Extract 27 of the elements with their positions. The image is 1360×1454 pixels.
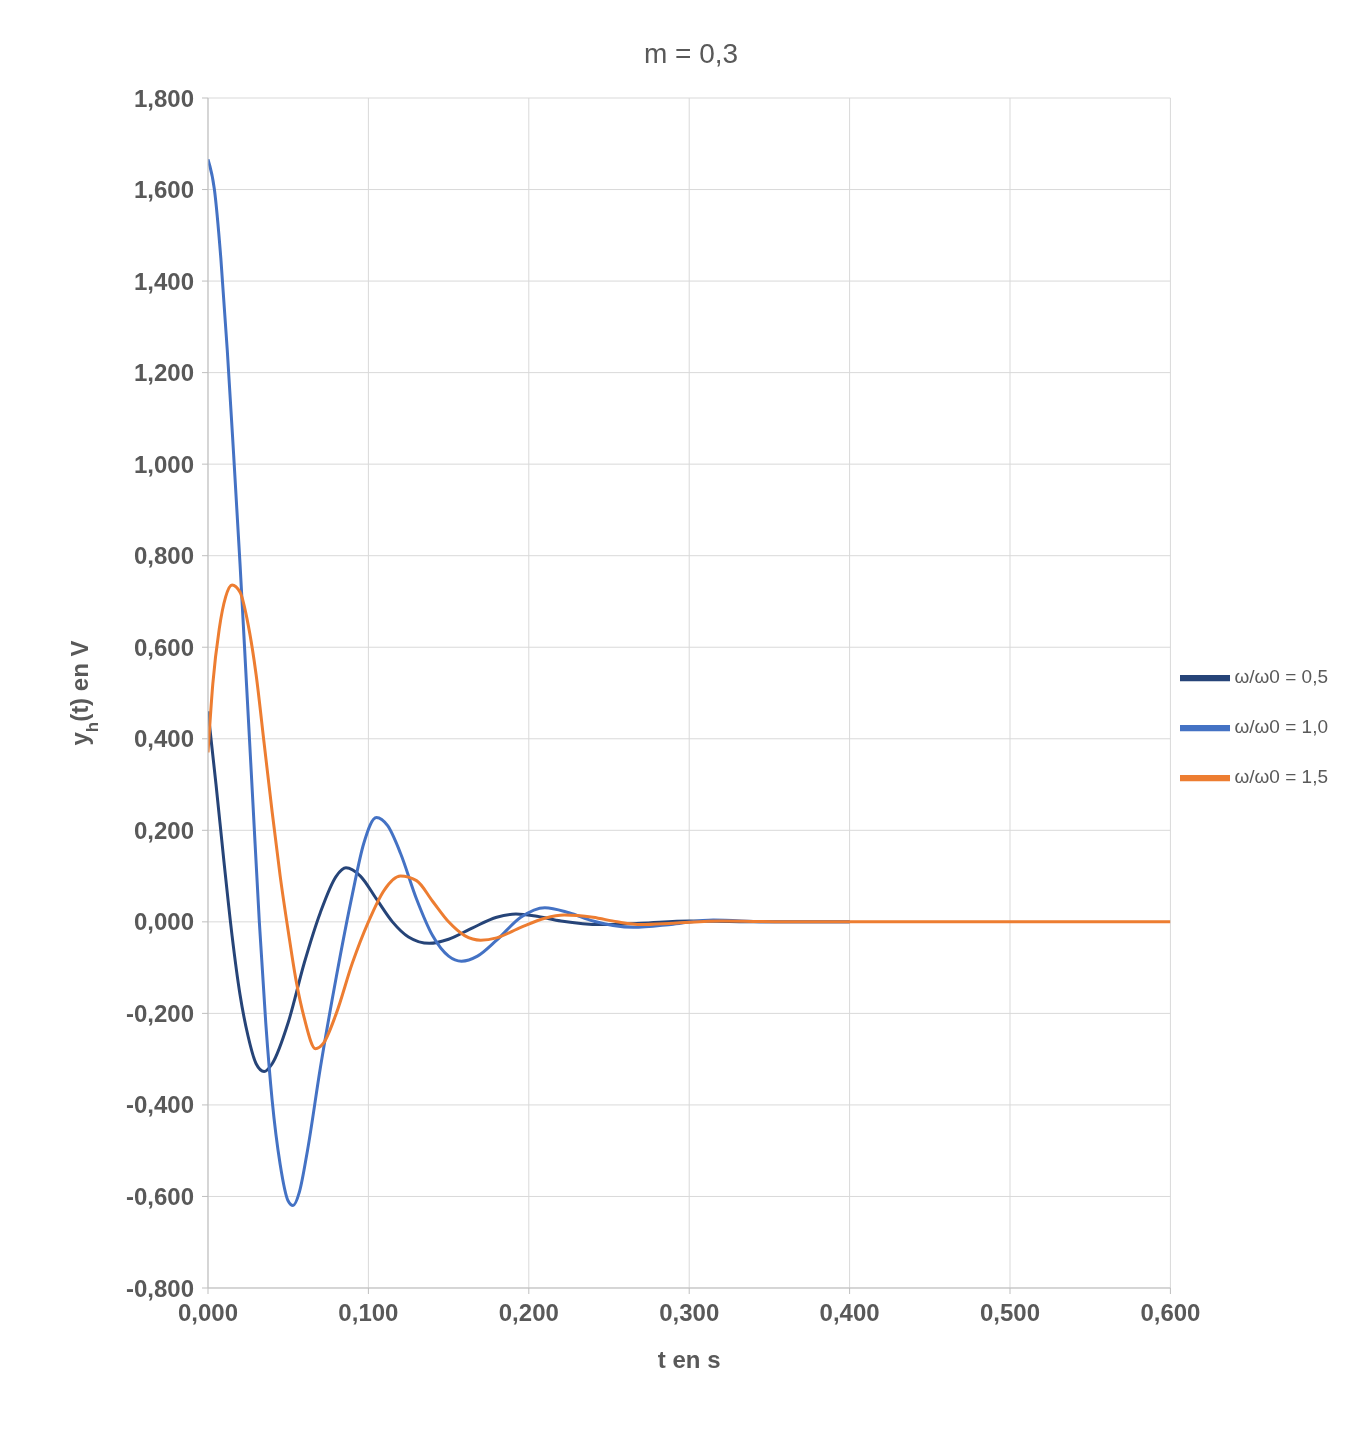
y-tick-label: 1,800: [133, 84, 194, 112]
y-tick-label: 1,400: [133, 267, 194, 295]
y-tick-label: 0,400: [133, 725, 194, 753]
x-tick-label: 0,000: [177, 1299, 239, 1327]
y-tick-label: 0,800: [133, 542, 194, 570]
y-tick-label: -0,200: [125, 999, 194, 1027]
y-tick-label: -0,800: [125, 1274, 194, 1302]
y-tick-label: 1,200: [133, 359, 194, 387]
legend-label: ω/ω0 = 1,0: [1234, 716, 1328, 738]
x-tick-label: 0,400: [819, 1299, 880, 1327]
y-tick-label: -0,600: [125, 1182, 194, 1210]
x-tick-label: 0,500: [979, 1299, 1041, 1327]
y-tick-label: 0,200: [133, 816, 194, 844]
x-tick-label: 0,300: [659, 1299, 720, 1327]
x-tick-label: 0,600: [1140, 1299, 1201, 1327]
chart-title: m = 0,3: [643, 38, 739, 69]
x-axis-title: t en s: [657, 1346, 721, 1373]
x-tick-label: 0,100: [338, 1299, 399, 1327]
legend-label: ω/ω0 = 1,5: [1234, 766, 1328, 788]
y-tick-label: 0,000: [133, 908, 194, 936]
y-tick-label: 1,000: [133, 450, 194, 478]
y-tick-label: 0,600: [133, 633, 194, 661]
y-tick-label: -0,400: [125, 1091, 194, 1119]
y-tick-label: 1,600: [133, 176, 194, 204]
line-series: [208, 583, 1171, 1051]
x-tick-label: 0,200: [498, 1299, 559, 1327]
legend-label: ω/ω0 = 0,5: [1234, 666, 1328, 688]
